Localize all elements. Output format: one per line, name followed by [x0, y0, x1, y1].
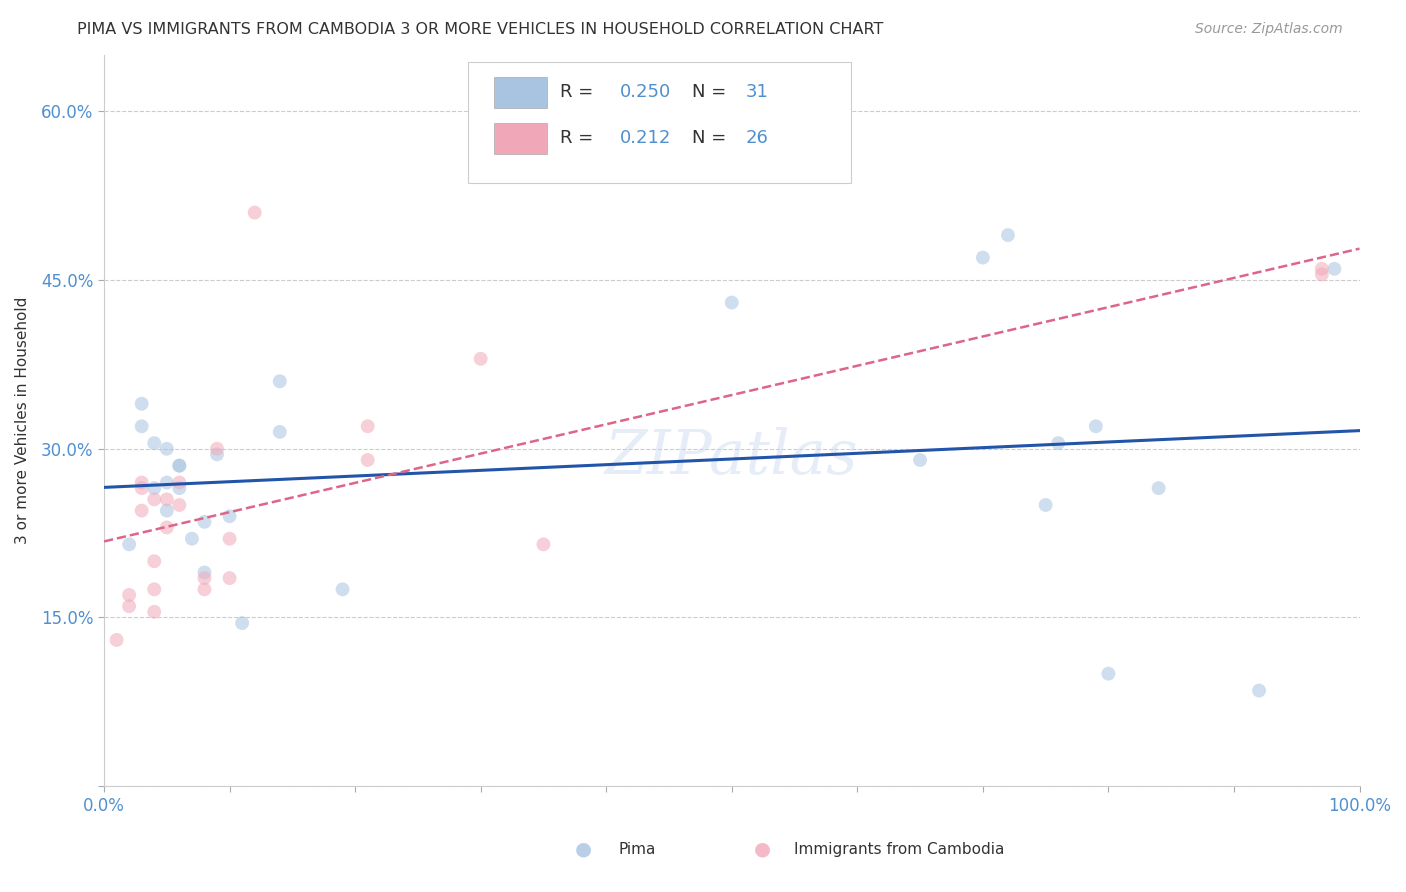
- Point: [169, 498, 191, 512]
- Point: [156, 475, 179, 490]
- Point: [1247, 683, 1270, 698]
- Point: [972, 251, 994, 265]
- Point: [1084, 419, 1107, 434]
- Point: [243, 205, 266, 219]
- Point: [908, 453, 931, 467]
- Point: [143, 605, 166, 619]
- Point: [1323, 261, 1346, 276]
- Text: Source: ZipAtlas.com: Source: ZipAtlas.com: [1195, 22, 1343, 37]
- Point: [118, 588, 141, 602]
- Point: [357, 453, 380, 467]
- Point: [169, 458, 191, 473]
- Point: [156, 492, 179, 507]
- Text: PIMA VS IMMIGRANTS FROM CAMBODIA 3 OR MORE VEHICLES IN HOUSEHOLD CORRELATION CHA: PIMA VS IMMIGRANTS FROM CAMBODIA 3 OR MO…: [77, 22, 884, 37]
- Point: [231, 616, 253, 631]
- Text: 26: 26: [745, 128, 769, 147]
- Point: [169, 481, 191, 495]
- Y-axis label: 3 or more Vehicles in Household: 3 or more Vehicles in Household: [15, 297, 30, 544]
- Point: [218, 571, 240, 585]
- Point: [143, 554, 166, 568]
- Point: [131, 475, 153, 490]
- Text: ●: ●: [575, 839, 592, 859]
- Text: ZIPatlas: ZIPatlas: [605, 427, 859, 487]
- Point: [193, 571, 215, 585]
- Text: ●: ●: [754, 839, 770, 859]
- Text: Immigrants from Cambodia: Immigrants from Cambodia: [794, 842, 1005, 856]
- Point: [156, 503, 179, 517]
- Text: N =: N =: [692, 128, 731, 147]
- Point: [143, 436, 166, 450]
- Point: [193, 515, 215, 529]
- Point: [118, 599, 141, 614]
- Point: [269, 374, 291, 388]
- Point: [156, 520, 179, 534]
- Text: 31: 31: [745, 84, 769, 102]
- Point: [180, 532, 202, 546]
- Point: [131, 481, 153, 495]
- Point: [143, 481, 166, 495]
- Point: [269, 425, 291, 439]
- Point: [357, 419, 380, 434]
- Point: [156, 442, 179, 456]
- Point: [131, 419, 153, 434]
- Point: [131, 397, 153, 411]
- Point: [218, 509, 240, 524]
- Point: [131, 503, 153, 517]
- Point: [1097, 666, 1119, 681]
- Text: 0.212: 0.212: [620, 128, 672, 147]
- Point: [1035, 498, 1057, 512]
- Point: [169, 458, 191, 473]
- Point: [193, 582, 215, 597]
- Point: [205, 447, 228, 461]
- Text: 0.250: 0.250: [620, 84, 671, 102]
- Text: Pima: Pima: [619, 842, 657, 856]
- Point: [1147, 481, 1170, 495]
- Point: [205, 442, 228, 456]
- Point: [218, 532, 240, 546]
- Point: [1310, 261, 1333, 276]
- FancyBboxPatch shape: [468, 62, 851, 183]
- Point: [1310, 268, 1333, 282]
- Text: R =: R =: [560, 84, 599, 102]
- Point: [1047, 436, 1070, 450]
- Text: N =: N =: [692, 84, 731, 102]
- Point: [143, 582, 166, 597]
- Point: [533, 537, 555, 551]
- FancyBboxPatch shape: [495, 77, 547, 108]
- Point: [332, 582, 354, 597]
- Point: [169, 475, 191, 490]
- Point: [470, 351, 492, 366]
- Point: [193, 566, 215, 580]
- Point: [118, 537, 141, 551]
- Point: [105, 632, 128, 647]
- Text: R =: R =: [560, 128, 599, 147]
- Point: [997, 228, 1019, 243]
- Point: [143, 492, 166, 507]
- FancyBboxPatch shape: [495, 123, 547, 153]
- Point: [720, 295, 742, 310]
